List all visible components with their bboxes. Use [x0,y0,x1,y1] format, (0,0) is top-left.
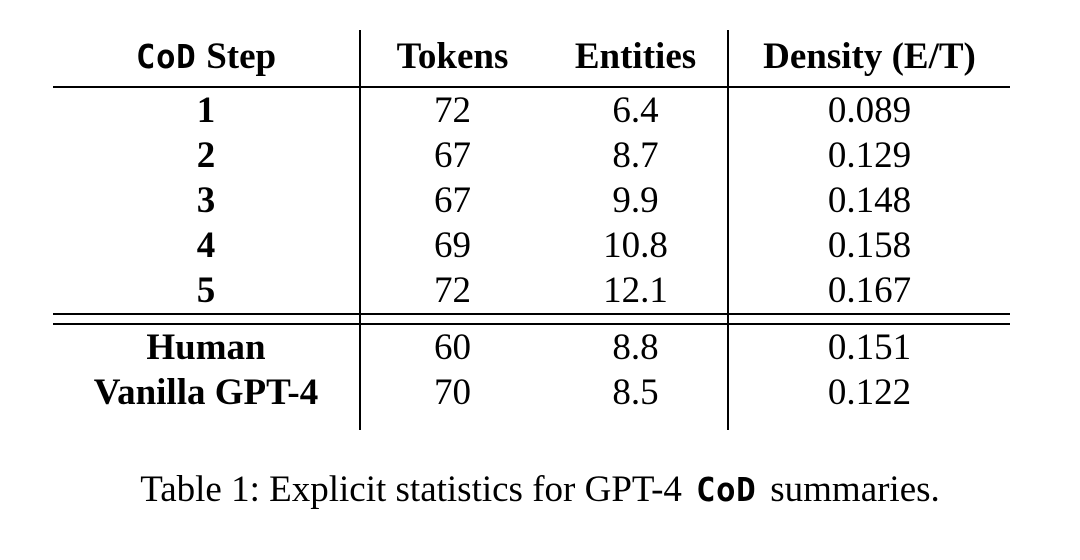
spacer-cell [544,415,728,430]
col-header-entities: Entities [544,30,728,88]
value-cell: 0.158 [727,223,1010,268]
row-label-cell: 2 [196,135,216,176]
spacer-cell [727,415,1010,430]
table-row: 5 72 12.1 0.167 [53,268,1010,314]
col-header-tokens: Tokens [359,30,544,88]
cod-typewriter-label: CoD [135,38,197,76]
step-label: Step [206,36,277,77]
value-cell: 0.148 [727,178,1010,223]
cod-steps-body: 1 72 6.4 0.089 2 67 8.7 0.129 3 67 9.9 0.148 4 69 10.8… [53,87,1010,314]
value-cell: 69 [359,223,544,268]
value-cell: 0.122 [727,370,1010,415]
row-label-cell: Human [146,327,266,368]
row-label-cell: Vanilla GPT-4 [93,372,319,413]
separator-cell [727,313,1010,325]
baselines-body: Human 60 8.8 0.151 Vanilla GPT-4 70 8.5 0.122 [53,324,1010,415]
separator-cell [544,313,728,325]
value-cell: 8.5 [612,372,659,413]
col-header-density: Density (E/T) [727,30,1010,88]
spacer-row [53,415,1010,430]
value-cell: 9.9 [612,180,659,221]
value-cell: 60 [359,324,544,370]
value-cell: 0.129 [727,133,1010,178]
spacer-cell [53,415,360,430]
cod-typewriter-label: CoD [695,471,757,509]
value-cell: 0.151 [727,324,1010,370]
separator-cell [53,313,360,325]
value-cell: 12.1 [603,270,668,311]
table-row: Human 60 8.8 0.151 [53,324,1010,370]
row-label-cell: 1 [196,90,216,131]
table-caption: Table 1: Explicit statistics for GPT-4 Co… [0,468,1080,511]
value-cell: 72 [359,268,544,314]
header-row: CoD Step Tokens Entities Density (E/T) [53,30,1010,88]
value-cell: 67 [359,133,544,178]
row-label-cell: 5 [196,270,216,311]
table-row: Vanilla GPT-4 70 8.5 0.122 [53,370,1010,415]
col-header-cod-step: CoD Step [53,30,360,88]
table-row: 1 72 6.4 0.089 [53,87,1010,133]
caption-suffix: summaries. [770,469,940,510]
caption-prefix: Table 1: Explicit statistics for GPT-4 [140,469,682,510]
value-cell: 0.089 [727,87,1010,133]
value-cell: 8.8 [612,327,659,368]
value-cell: 10.8 [603,225,668,266]
value-cell: 70 [359,370,544,415]
value-cell: 6.4 [612,90,659,131]
value-cell: 8.7 [612,135,659,176]
value-cell: 72 [359,87,544,133]
table-row: 3 67 9.9 0.148 [53,178,1010,223]
value-cell: 0.167 [727,268,1010,314]
row-label-cell: 3 [196,180,216,221]
statistics-table: CoD Step Tokens Entities Density (E/T) 1 7… [53,30,1010,430]
bottom-spacer [53,415,1010,430]
table-header: CoD Step Tokens Entities Density (E/T) [53,30,1010,88]
table-row: 4 69 10.8 0.158 [53,223,1010,268]
value-cell: 67 [359,178,544,223]
table-row: 2 67 8.7 0.129 [53,133,1010,178]
separator-cell [359,313,544,325]
spacer-cell [359,415,544,430]
row-label-cell: 4 [196,225,216,266]
separator-row [53,313,1010,325]
double-rule-separator [53,313,1010,325]
